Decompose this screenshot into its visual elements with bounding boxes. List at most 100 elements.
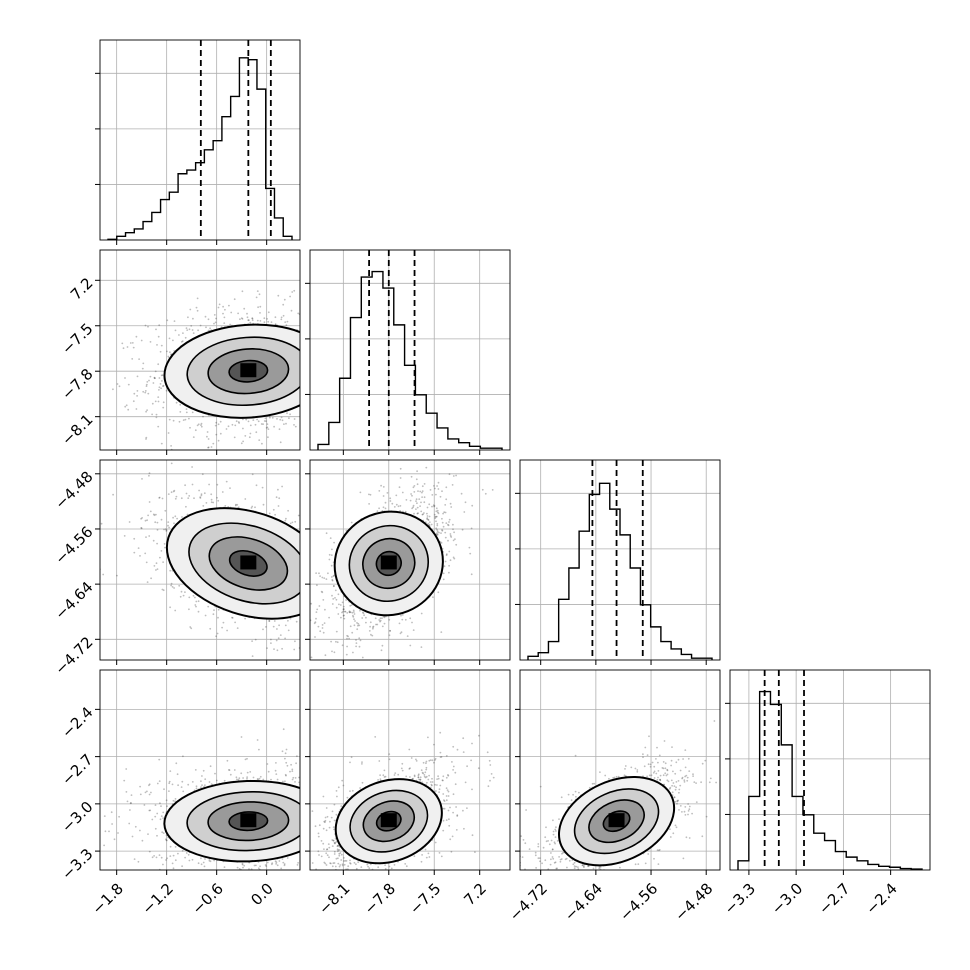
scatter-point [336,357,338,359]
scatter-point [152,539,155,542]
scatter-point [429,489,432,491]
scatter-point [378,619,381,621]
scatter-point [146,381,149,383]
scatter-point [153,377,156,380]
scatter-point [451,484,454,486]
scatter-point [314,621,317,624]
scatter-point [187,853,190,856]
scatter-point [291,291,294,293]
scatter-point [221,626,224,629]
scatter-point [316,577,318,579]
scatter-point [330,573,332,575]
scatter-point [410,493,412,495]
scatter-point [426,515,429,517]
scatter-point [301,381,303,383]
scatter-point [324,526,326,528]
scatter-point [313,380,315,382]
scatter-point [161,374,164,376]
scatter-point [321,611,323,613]
scatter-point [294,781,296,783]
scatter-point [133,392,136,395]
scatter-point [436,530,439,533]
scatter-point [116,574,118,577]
scatter-point [353,613,356,615]
scatter-point [144,324,147,327]
scatter-point [412,506,414,509]
scatter-point [193,497,195,500]
scatter-point [255,484,258,487]
scatter-point [370,633,372,636]
scatter-point [371,634,374,637]
scatter-point [237,506,240,509]
scatter-point [274,513,276,516]
scatter-point [178,420,181,423]
scatter-point [306,547,308,549]
scatter-point [417,512,419,515]
scatter-point [185,327,188,329]
scatter-point [259,320,262,322]
scatter-point [317,360,319,362]
scatter-point [145,536,147,538]
scatter-point [329,608,331,610]
scatter-point [308,403,310,405]
scatter-point [238,422,241,424]
scatter-point [287,629,290,632]
scatter-point [158,497,161,499]
scatter-point [242,427,244,430]
scatter-point [329,342,331,344]
scatter-point [188,417,190,420]
scatter-point [331,843,333,845]
scatter-point [330,571,332,573]
scatter-point [264,417,267,420]
scatter-point [217,499,220,502]
scatter-point [435,527,438,530]
scatter-point [312,353,314,355]
scatter-point [223,316,226,319]
scatter-point [340,616,342,619]
scatter-point [169,855,172,857]
scatter-point [285,517,287,520]
scatter-point [266,426,269,429]
scatter-point [325,631,327,633]
scatter-point [432,504,435,507]
scatter-point [313,743,315,745]
scatter-point [359,491,362,494]
scatter-point [307,820,309,822]
scatter-point [197,600,200,603]
scatter-point [219,420,222,423]
scatter-point [154,370,157,373]
scatter-point [148,535,151,537]
scatter-point [358,364,360,366]
scatter-point [163,788,165,791]
scatter-point [144,390,147,392]
scatter-point [306,598,308,600]
panel-frame [309,459,511,661]
scatter-point [304,596,306,598]
scatter-point [405,499,408,501]
scatter-point [124,377,126,379]
scatter-point [182,594,185,597]
scatter-point [217,306,220,309]
scatter-point [154,804,157,806]
scatter-point [212,442,215,445]
scatter-point [161,588,164,591]
scatter-point [204,614,207,617]
scatter-point [177,878,179,880]
scatter-point [318,534,320,536]
scatter-point [170,445,173,447]
scatter-point [281,485,283,488]
scatter-point [359,609,361,612]
scatter-point [381,625,384,628]
scatter-point [443,565,446,568]
scatter-point [279,418,282,421]
scatter-point [240,442,243,445]
scatter-point [319,323,321,325]
scatter-point [286,412,288,415]
scatter-point [191,466,194,468]
scatter-point [359,639,362,642]
scatter-point [301,636,303,638]
scatter-point [305,614,307,616]
scatter-point [326,328,328,330]
scatter-point [335,606,338,609]
scatter-point [311,597,313,599]
